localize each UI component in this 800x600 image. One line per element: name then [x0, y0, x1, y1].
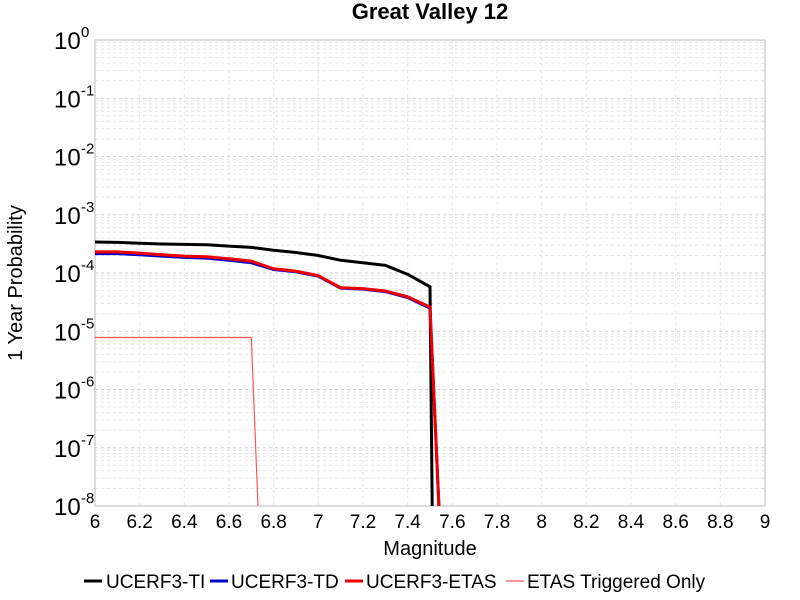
x-tick-label: 8: [536, 512, 547, 533]
x-tick-label: 7.8: [484, 512, 510, 533]
x-tick-label: 9: [760, 512, 771, 533]
y-tick-base: 10: [54, 145, 81, 172]
legend-label: ETAS Triggered Only: [527, 572, 706, 593]
chart-title: Great Valley 12: [352, 0, 509, 24]
y-axis-label: 1 Year Probability: [5, 205, 27, 361]
x-tick-labels: 6 6.2 6.4 6.6 6.8 7 7.2 7.4 7.6 7.8 8 8.2 8.4 8.6 8.8 9: [90, 512, 771, 533]
series-line-0: [94, 240, 434, 507]
legend-item: UCERF3-ETAS: [345, 572, 497, 593]
y-tick-exponent: -1: [81, 82, 94, 99]
legend-label: UCERF3-TD: [231, 572, 339, 593]
y-tick-label: 10 -4: [54, 257, 94, 288]
plot-area-border: [94, 39, 766, 507]
y-tick-base: 10: [54, 86, 81, 113]
legend-label: UCERF3-ETAS: [366, 572, 497, 593]
x-tick-label: 7: [313, 512, 324, 533]
x-tick-label: 7.4: [394, 512, 421, 533]
y-tick-base: 10: [54, 319, 81, 346]
x-tick-label: 8.6: [662, 512, 688, 533]
x-tick-label: 8.8: [707, 512, 733, 533]
grid: [94, 40, 766, 507]
y-tick-label: 10 -8: [54, 490, 94, 521]
y-tick-exponent: -7: [81, 432, 94, 449]
x-tick-label: 7.6: [439, 512, 465, 533]
y-tick-exponent: 0: [81, 24, 89, 41]
x-tick-label: 8.2: [573, 512, 599, 533]
legend-label: UCERF3-TI: [106, 572, 205, 593]
y-tick-exponent: -4: [81, 257, 94, 274]
y-tick-exponent: -6: [81, 374, 94, 391]
y-tick-label: 10 0: [54, 24, 89, 55]
y-tick-exponent: -2: [81, 141, 94, 158]
x-tick-label: 6.2: [126, 512, 152, 533]
y-tick-label: 10 -2: [54, 141, 94, 172]
y-tick-base: 10: [54, 494, 81, 521]
y-tick-exponent: -3: [81, 199, 94, 216]
legend-item: ETAS Triggered Only: [506, 572, 706, 593]
x-tick-label: 8.4: [618, 512, 645, 533]
y-tick-base: 10: [54, 28, 81, 55]
x-axis-label: Magnitude: [383, 538, 476, 560]
y-tick-exponent: -8: [81, 490, 94, 507]
y-tick-base: 10: [54, 436, 81, 463]
y-tick-base: 10: [54, 378, 81, 405]
y-tick-label: 10 -6: [54, 374, 94, 405]
y-tick-label: 10 -3: [54, 199, 94, 230]
legend: UCERF3-TI UCERF3-TD UCERF3-ETAS ETAS Trigge…: [84, 572, 706, 593]
y-tick-base: 10: [54, 261, 81, 288]
series-line-3: [95, 336, 259, 507]
legend-item: UCERF3-TI: [84, 572, 205, 593]
x-tick-label: 6.4: [171, 512, 198, 533]
series-layer: [94, 240, 441, 507]
y-tick-label: 10 -1: [54, 82, 94, 113]
x-tick-label: 6.6: [216, 512, 242, 533]
x-tick-label: 6.8: [260, 512, 286, 533]
y-tick-label: 10 -7: [54, 432, 94, 463]
legend-item: UCERF3-TD: [210, 572, 339, 593]
y-tick-exponent: -5: [81, 315, 94, 332]
y-tick-base: 10: [54, 203, 81, 230]
x-tick-label: 7.2: [350, 512, 376, 533]
y-tick-label: 10 -5: [54, 315, 94, 346]
x-tick-label: 6: [90, 512, 101, 533]
series-line-2: [95, 250, 441, 507]
